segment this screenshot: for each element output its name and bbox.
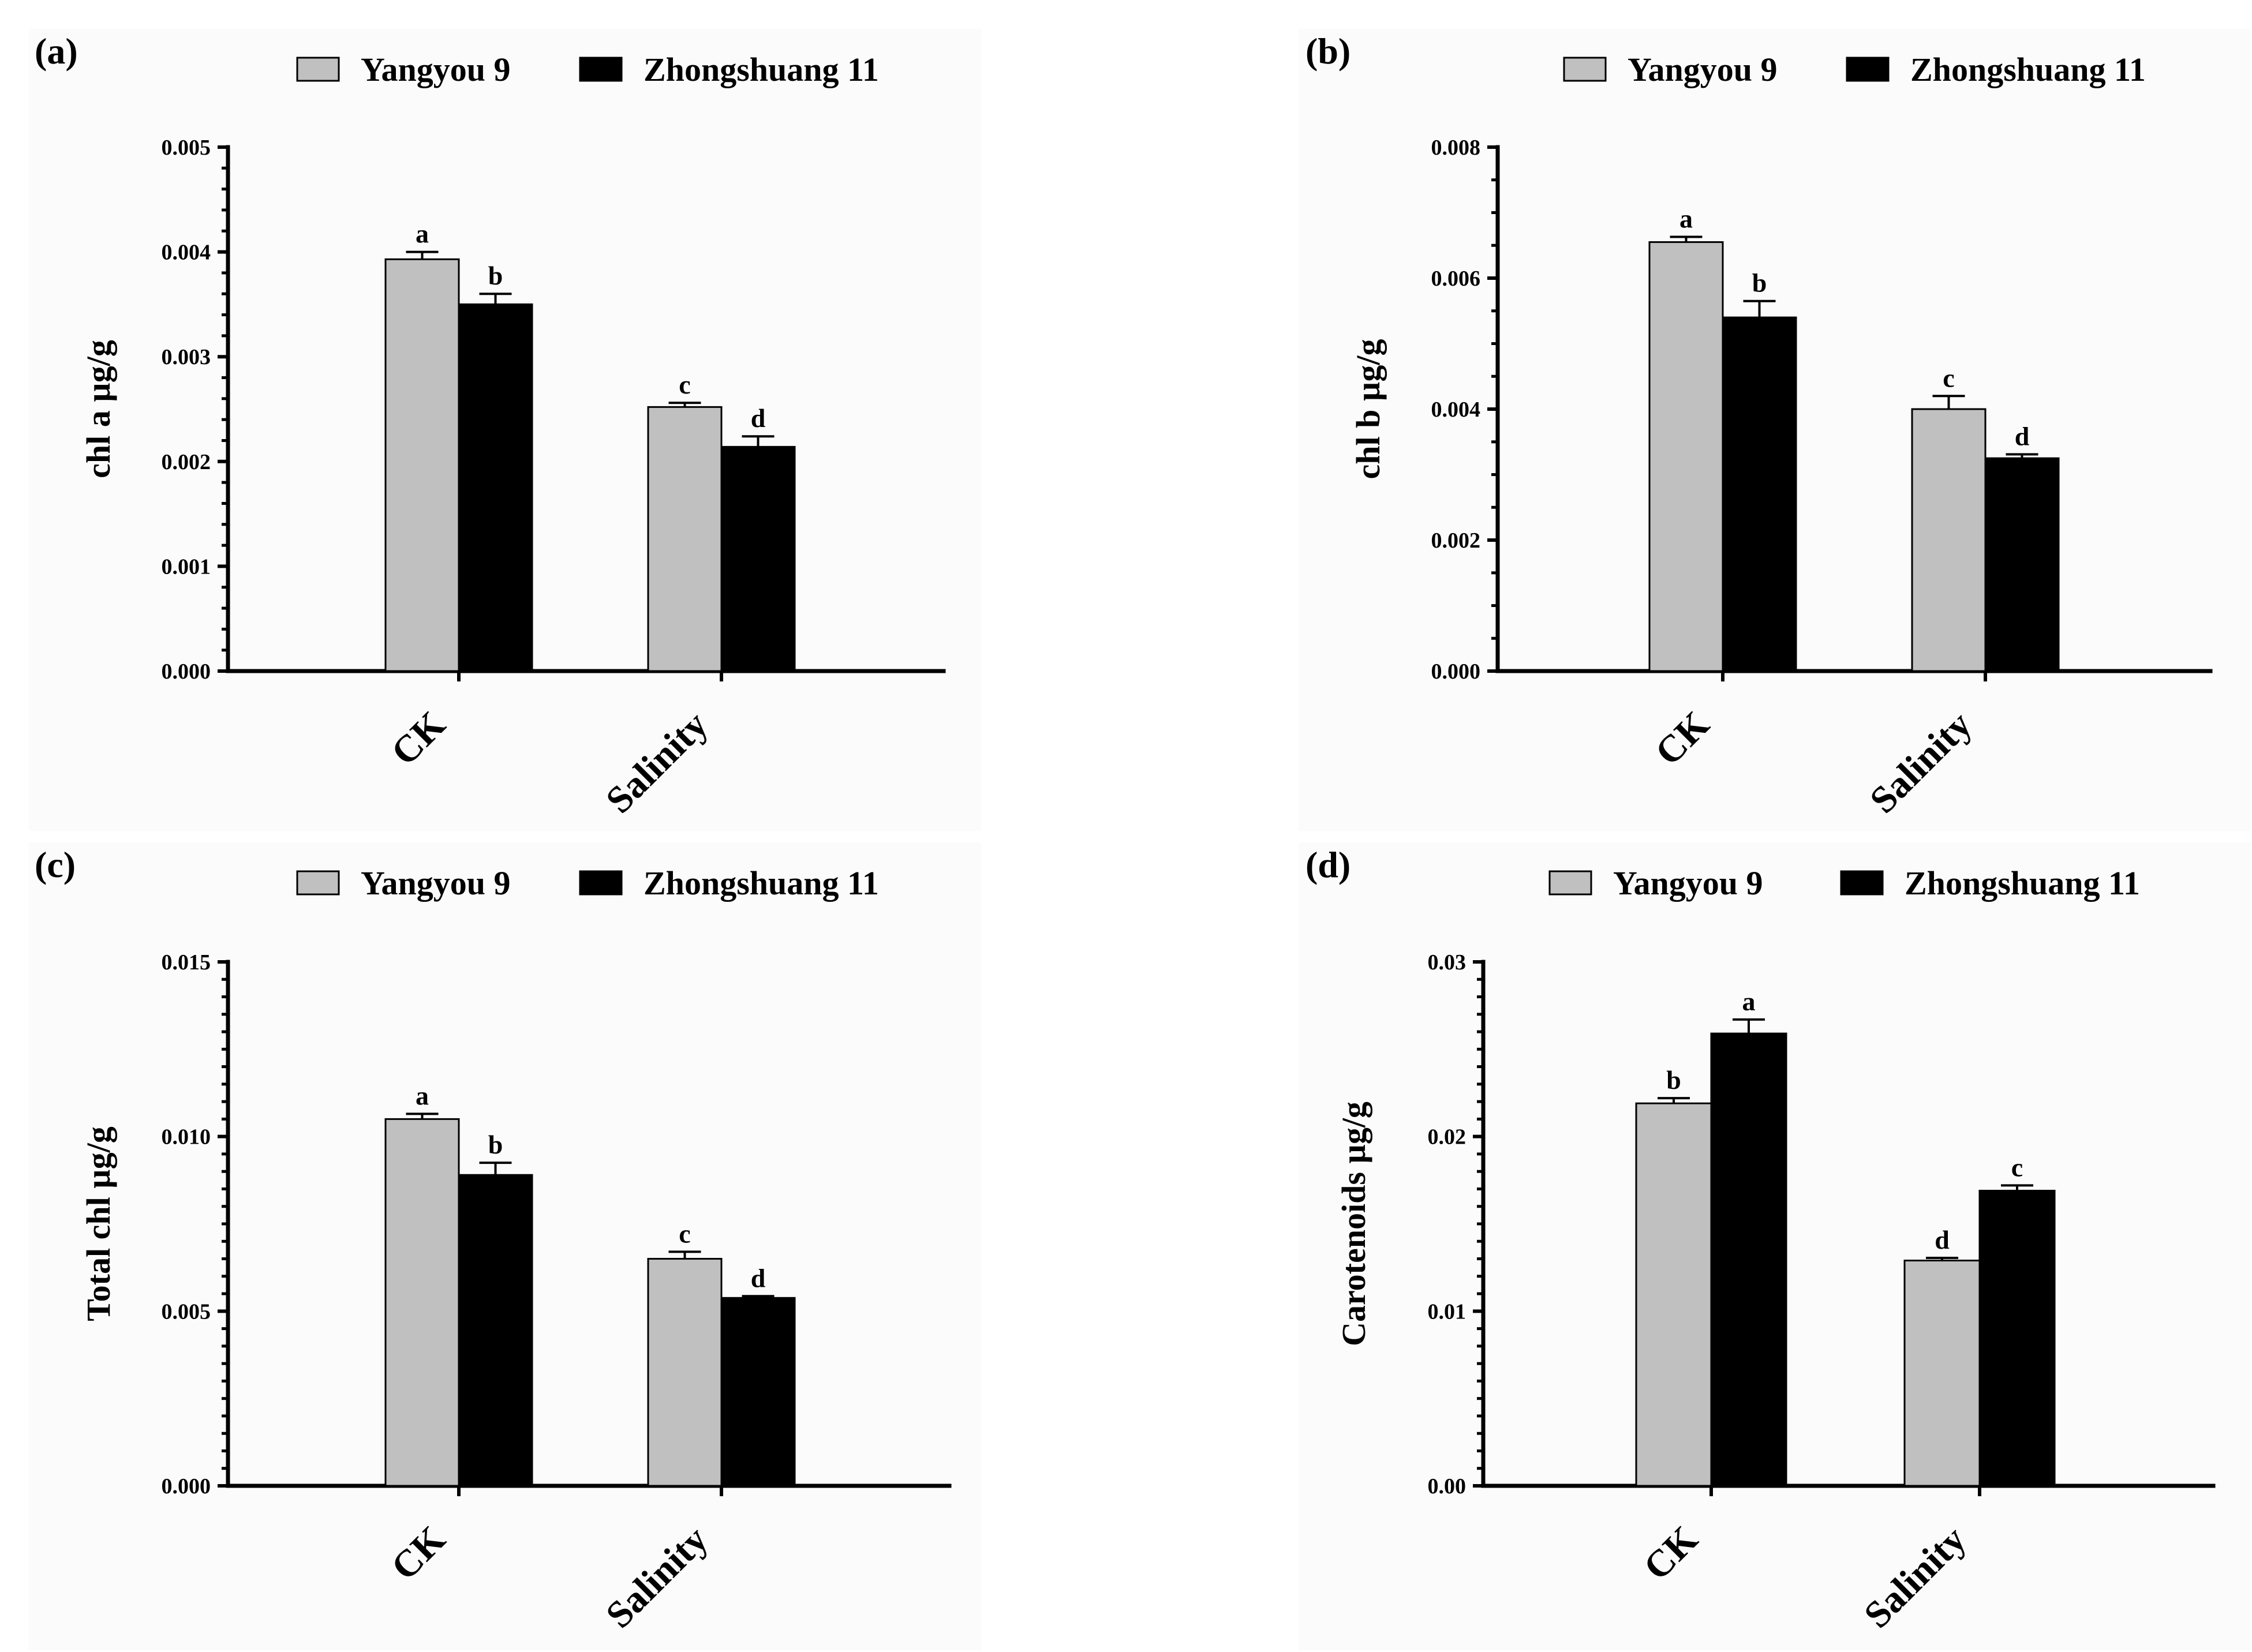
y-tick-label: 0.005: [162, 136, 211, 160]
bar: [1911, 408, 1987, 672]
y-tick-label: 0.000: [1431, 660, 1481, 684]
significance-letter: b: [488, 261, 503, 290]
legend-swatch: [579, 57, 623, 82]
y-axis-title: Carotenoids µg/g: [1335, 1102, 1372, 1346]
legend-swatch: [1846, 57, 1890, 82]
y-tick-label: 0.006: [1431, 267, 1481, 291]
legend-swatch: [296, 57, 340, 82]
legend-entry: Zhongshuang 11: [644, 51, 879, 88]
legend-swatch: [296, 870, 340, 896]
y-tick-label: 0.002: [162, 450, 211, 474]
significance-letter: c: [679, 370, 690, 399]
significance-letter: c: [1943, 363, 1954, 392]
legend-swatch: [1840, 870, 1884, 896]
bar: [647, 1258, 723, 1487]
y-axis-title: chl b µg/g: [1349, 339, 1387, 480]
significance-letter: d: [751, 403, 766, 433]
legend-swatch: [579, 870, 623, 896]
bar: [1903, 1260, 1981, 1487]
chart-panel-c: (c) Yangyou 9 Zhongshuang 11 0.000 0.005 0.01…: [29, 842, 981, 1650]
y-tick-label: 0.004: [162, 241, 211, 265]
panel-label: (d): [1305, 844, 1351, 885]
bar: [720, 445, 796, 672]
bar: [1722, 316, 1797, 672]
legend-entry: Zhongshuang 11: [1905, 864, 2140, 902]
bar: [1984, 457, 2060, 672]
y-axis-title: chl a µg/g: [80, 340, 117, 478]
legend-entry: Zhongshuang 11: [644, 864, 879, 902]
legend-swatch: [1563, 57, 1607, 82]
significance-letter: c: [2011, 1152, 2023, 1182]
bar: [458, 303, 533, 672]
bar: [384, 258, 460, 672]
bar: [1648, 241, 1724, 672]
bar: [720, 1297, 796, 1487]
legend-swatch: [1548, 870, 1592, 896]
y-tick-label: 0.003: [162, 345, 211, 369]
legend-entry: Yangyou 9: [361, 864, 510, 902]
significance-letter: b: [488, 1130, 503, 1159]
bar: [1978, 1189, 2056, 1487]
legend-entry: Yangyou 9: [361, 51, 510, 88]
significance-letter: b: [1666, 1065, 1681, 1095]
y-tick-label: 0.00: [1428, 1474, 1467, 1499]
significance-letter: b: [1752, 268, 1767, 298]
significance-letter: a: [416, 1081, 429, 1110]
y-tick-label: 0.002: [1431, 529, 1481, 553]
significance-letter: a: [416, 219, 429, 249]
y-tick-label: 0.000: [162, 1474, 211, 1499]
significance-letter: d: [1935, 1225, 1950, 1254]
bar: [458, 1174, 533, 1487]
chart-panel-a: (a) Yangyou 9 Zhongshuang 11 0.000 0.001 0.00…: [29, 29, 981, 831]
chart-panel-b: (b) Yangyou 9 Zhongshuang 11 0.000 0.002 0.00…: [1299, 29, 2251, 831]
y-tick-label: 0.004: [1431, 398, 1481, 422]
significance-letter: a: [1742, 987, 1756, 1016]
panel-label: (c): [35, 844, 76, 885]
legend-entry: Yangyou 9: [1628, 51, 1777, 88]
panel-label: (b): [1305, 31, 1351, 72]
y-tick-label: 0.008: [1431, 136, 1481, 160]
y-tick-label: 0.010: [162, 1125, 211, 1149]
bar: [1710, 1032, 1787, 1487]
legend-entry: Yangyou 9: [1613, 864, 1763, 902]
bar: [647, 406, 723, 672]
y-tick-label: 0.02: [1428, 1125, 1467, 1149]
y-tick-label: 0.005: [162, 1299, 211, 1324]
y-tick-label: 0.000: [162, 660, 211, 684]
bar: [384, 1118, 460, 1487]
bar: [1635, 1102, 1712, 1487]
y-axis-title: Total chl µg/g: [80, 1126, 117, 1321]
y-tick-label: 0.03: [1428, 950, 1467, 975]
panel-label: (a): [35, 31, 78, 72]
significance-letter: d: [751, 1263, 766, 1293]
legend-entry: Zhongshuang 11: [1910, 51, 2146, 88]
y-tick-label: 0.015: [162, 950, 211, 975]
significance-letter: d: [2015, 421, 2030, 451]
chart-panel-d: (d) Yangyou 9 Zhongshuang 11 0.00 0.01 0.02 0.…: [1299, 842, 2251, 1650]
y-tick-label: 0.001: [162, 555, 211, 579]
significance-letter: c: [679, 1219, 690, 1248]
y-tick-label: 0.01: [1428, 1299, 1467, 1324]
significance-letter: a: [1679, 204, 1693, 233]
